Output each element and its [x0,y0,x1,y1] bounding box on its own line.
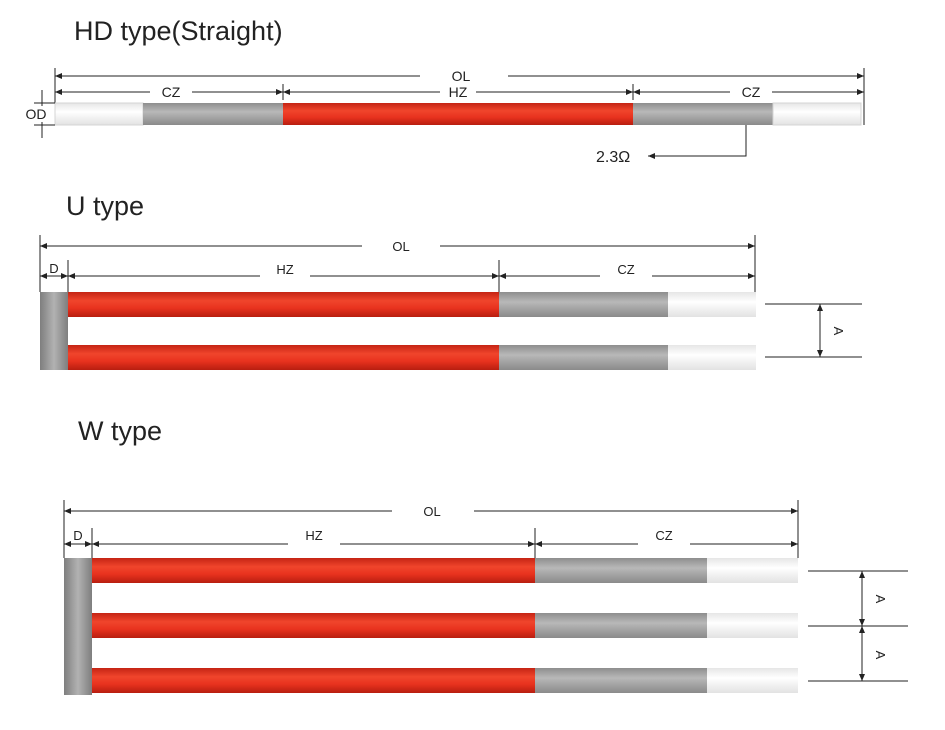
u-leg2-terminal [668,345,756,370]
u-type-title: U type [66,191,144,221]
w-hz-label: HZ [305,528,322,543]
hd-type-title: HD type(Straight) [74,16,283,46]
hd-type-section: HD type(Straight) OL CZ HZ CZ OD 2.3 [20,16,865,166]
hd-od-bg [20,106,52,122]
w-leg1-hot-zone [92,558,535,583]
hd-cz-left-label: CZ [162,84,181,100]
hd-cz-right-label: CZ [742,84,761,100]
hd-cold-zone-left [143,103,283,125]
w-leg2-terminal [707,613,798,638]
u-hz-label: HZ [276,262,293,277]
u-leg2-cold-zone [499,345,668,370]
u-d-label: D [49,261,58,276]
hd-hot-zone [283,103,633,125]
w-type-title: W type [78,416,162,446]
w-leg1-cold-zone [535,558,707,583]
u-ol-label: OL [392,239,409,254]
hd-terminal-left [54,102,144,126]
u-leg1-terminal [668,292,756,317]
hd-od-label: OD [26,106,47,122]
u-a-label: A [831,327,846,336]
w-d-label: D [73,528,82,543]
u-leg2-hot-zone [68,345,499,370]
w-leg2-cold-zone [535,613,707,638]
w-leg3-cold-zone [535,668,707,693]
w-a2-label: A [873,651,888,660]
w-leg2-hot-zone [92,613,535,638]
u-type-section: U type OL D HZ CZ A [39,191,862,370]
hd-resistance-leader [648,125,747,159]
w-leg3-terminal [707,668,798,693]
hd-cold-zone-right [633,103,773,125]
hd-ol-label: OL [452,68,471,84]
w-type-section: W type OL D HZ CZ [63,416,908,695]
hd-hz-label: HZ [449,84,468,100]
u-leg1-cold-zone [499,292,668,317]
hd-resistance-label: 2.3Ω [596,149,630,166]
w-ol-label: OL [423,504,440,519]
hd-terminal-right [772,102,862,126]
w-cz-label: CZ [655,528,672,543]
w-leg1-terminal [707,558,798,583]
u-connector-bar [40,292,68,370]
u-leg1-hot-zone [68,292,499,317]
w-leg3-hot-zone [92,668,535,693]
u-cz-label: CZ [617,262,634,277]
w-a1-label: A [873,595,888,604]
w-connector-bar [64,558,92,695]
